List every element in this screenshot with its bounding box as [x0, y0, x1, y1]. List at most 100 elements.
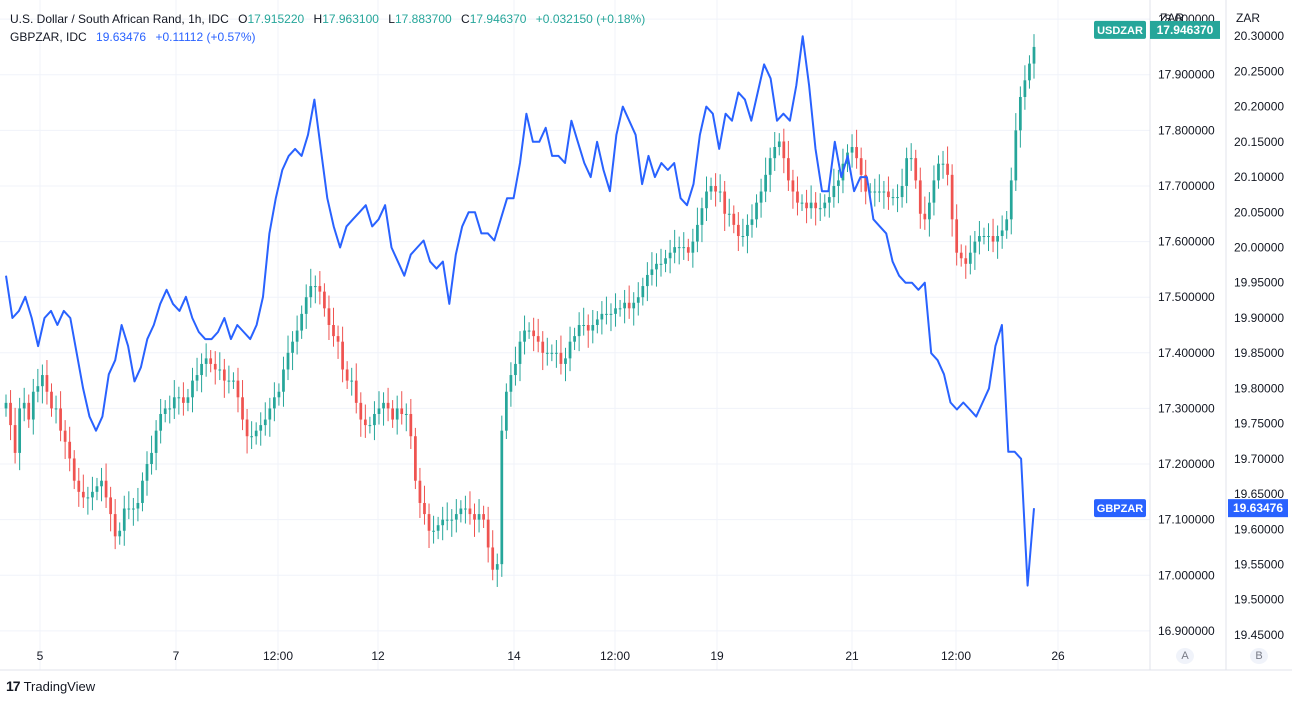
- candle-body: [27, 402, 31, 420]
- x-tick-label: 21: [845, 649, 859, 663]
- candle-body: [987, 236, 990, 238]
- y-tick-label-b: 19.75000: [1234, 417, 1284, 431]
- candle-body: [700, 208, 704, 225]
- legend-usdzar[interactable]: U.S. Dollar / South African Rand, 1h, ID…: [10, 12, 645, 26]
- y-tick-label-b: 19.90000: [1234, 311, 1284, 325]
- candle-body: [891, 197, 895, 199]
- candle-body: [837, 180, 840, 186]
- legend-usdzar-change: +0.032150 (+0.18%): [535, 12, 646, 26]
- gbpzar-name-tag: [1094, 499, 1146, 518]
- candle-body: [741, 236, 745, 238]
- candle-body: [1014, 130, 1018, 181]
- candle-body: [514, 363, 517, 376]
- candle-body: [636, 297, 640, 303]
- candle-body: [145, 464, 149, 481]
- legend-usdzar-symbol: U.S. Dollar / South African Rand, 1h, ID…: [10, 12, 229, 26]
- candle-body: [259, 425, 263, 431]
- usdzar-price-tag: [1150, 20, 1220, 39]
- gbpzar-axis-b-text: 19.63476: [1233, 501, 1283, 515]
- candle-body: [118, 530, 122, 537]
- candle-body: [9, 402, 12, 426]
- x-tick-label: 12:00: [941, 649, 971, 663]
- y-tick-label-b: 19.85000: [1234, 346, 1284, 360]
- candle-body: [632, 302, 636, 309]
- candle-body: [41, 375, 44, 387]
- y-tick-label-b: 19.60000: [1234, 522, 1284, 536]
- candle-body: [877, 191, 881, 193]
- candle-body: [618, 308, 622, 310]
- candle-body: [923, 213, 927, 220]
- y-tick-label-b: 19.70000: [1234, 452, 1284, 466]
- tradingview-logo[interactable]: 17 TradingView: [6, 678, 95, 694]
- y-tick-label-b: 19.45000: [1234, 628, 1284, 642]
- legend-gbpzar[interactable]: GBPZAR, IDC 19.63476 +0.11112 (+0.57%): [10, 30, 256, 44]
- candle-body: [495, 564, 499, 570]
- usdzar-name-tag: [1094, 20, 1146, 39]
- candle-body: [668, 252, 672, 259]
- candle-body: [909, 158, 913, 160]
- candle-body: [104, 480, 108, 498]
- candle-body: [318, 286, 322, 292]
- candle-body: [222, 369, 226, 381]
- candle-body: [177, 397, 181, 399]
- candle-body: [559, 352, 563, 364]
- candle-body: [86, 497, 90, 499]
- candle-body: [368, 425, 372, 427]
- candle-body: [673, 247, 677, 253]
- y-tick-label-a: 17.700000: [1158, 179, 1215, 193]
- candle-body: [336, 336, 340, 342]
- candle-body: [332, 325, 335, 337]
- candle-body: [464, 508, 467, 510]
- candle-body: [932, 180, 936, 203]
- candle-body: [436, 525, 440, 531]
- candle-body: [81, 491, 85, 498]
- candle-body: [727, 213, 731, 215]
- y-tick-label-b: 19.80000: [1234, 381, 1284, 395]
- candle-body: [45, 375, 49, 392]
- y-tick-label-b: 20.15000: [1234, 135, 1284, 149]
- candle-body: [686, 247, 690, 253]
- candle-body: [573, 336, 576, 342]
- scale-a-button[interactable]: A: [1176, 648, 1194, 664]
- candle-body: [441, 519, 445, 526]
- tradingview-logo-text: TradingView: [23, 678, 96, 694]
- candle-body: [777, 141, 781, 148]
- candle-body: [163, 408, 167, 414]
- y-tick-label-a: 17.400000: [1158, 346, 1215, 360]
- candle-body: [645, 274, 649, 287]
- candle-body: [323, 291, 326, 309]
- candle-body: [59, 408, 62, 431]
- candle-body: [532, 330, 536, 337]
- candle-body: [614, 308, 617, 314]
- candle-body: [254, 430, 258, 437]
- candle-body: [1009, 180, 1013, 220]
- candle-body: [414, 436, 417, 481]
- y-tick-label-b: 20.05000: [1234, 205, 1284, 219]
- candle-body: [113, 514, 117, 537]
- candle-body: [273, 397, 276, 409]
- candle-body: [218, 369, 222, 371]
- legend-close-label: C: [461, 12, 470, 26]
- candle-body: [1028, 63, 1031, 81]
- candle-body: [832, 185, 836, 198]
- candle-body: [373, 413, 376, 426]
- candle-body: [54, 408, 58, 410]
- candle-body: [855, 147, 858, 159]
- candle-body: [568, 341, 572, 359]
- candle-body: [655, 263, 658, 270]
- candle-body: [659, 263, 663, 265]
- candle-body: [491, 547, 495, 570]
- y-tick-label-a: 17.000000: [1158, 568, 1215, 582]
- x-tick-label: 5: [37, 649, 44, 663]
- y-tick-label-a: 16.900000: [1158, 624, 1215, 638]
- legend-open-label: O: [238, 12, 248, 26]
- y-tick-label-b: 20.30000: [1234, 29, 1284, 43]
- candle-body: [459, 508, 463, 515]
- candle-body: [386, 402, 390, 409]
- candle-body: [236, 380, 240, 398]
- candle-body: [300, 313, 304, 331]
- scale-b-button[interactable]: B: [1250, 648, 1268, 664]
- candle-body: [68, 441, 72, 459]
